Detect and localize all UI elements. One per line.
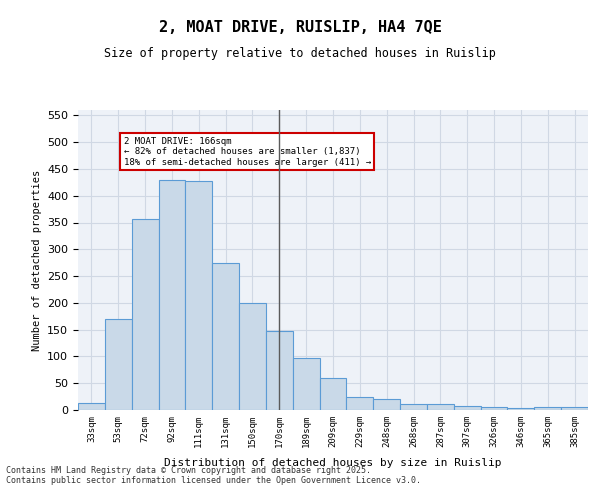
Bar — [561, 408, 588, 410]
Bar — [481, 408, 508, 410]
Bar — [427, 404, 454, 410]
Y-axis label: Number of detached properties: Number of detached properties — [32, 170, 41, 350]
Bar — [239, 303, 266, 410]
Bar — [454, 406, 481, 410]
Bar — [373, 400, 400, 410]
Bar — [78, 403, 105, 410]
Bar — [293, 358, 320, 410]
Text: Size of property relative to detached houses in Ruislip: Size of property relative to detached ho… — [104, 48, 496, 60]
Bar — [320, 378, 346, 410]
Bar — [158, 180, 185, 410]
Text: Contains HM Land Registry data © Crown copyright and database right 2025.
Contai: Contains HM Land Registry data © Crown c… — [6, 466, 421, 485]
Bar — [212, 262, 239, 410]
Text: 2 MOAT DRIVE: 166sqm
← 82% of detached houses are smaller (1,837)
18% of semi-de: 2 MOAT DRIVE: 166sqm ← 82% of detached h… — [124, 137, 371, 166]
Bar — [400, 404, 427, 410]
Bar — [266, 330, 293, 410]
Bar — [535, 408, 561, 410]
Bar — [346, 396, 373, 410]
Bar — [131, 219, 158, 410]
Text: 2, MOAT DRIVE, RUISLIP, HA4 7QE: 2, MOAT DRIVE, RUISLIP, HA4 7QE — [158, 20, 442, 35]
Bar — [105, 319, 131, 410]
X-axis label: Distribution of detached houses by size in Ruislip: Distribution of detached houses by size … — [164, 458, 502, 468]
Bar — [185, 180, 212, 410]
Bar — [508, 408, 535, 410]
